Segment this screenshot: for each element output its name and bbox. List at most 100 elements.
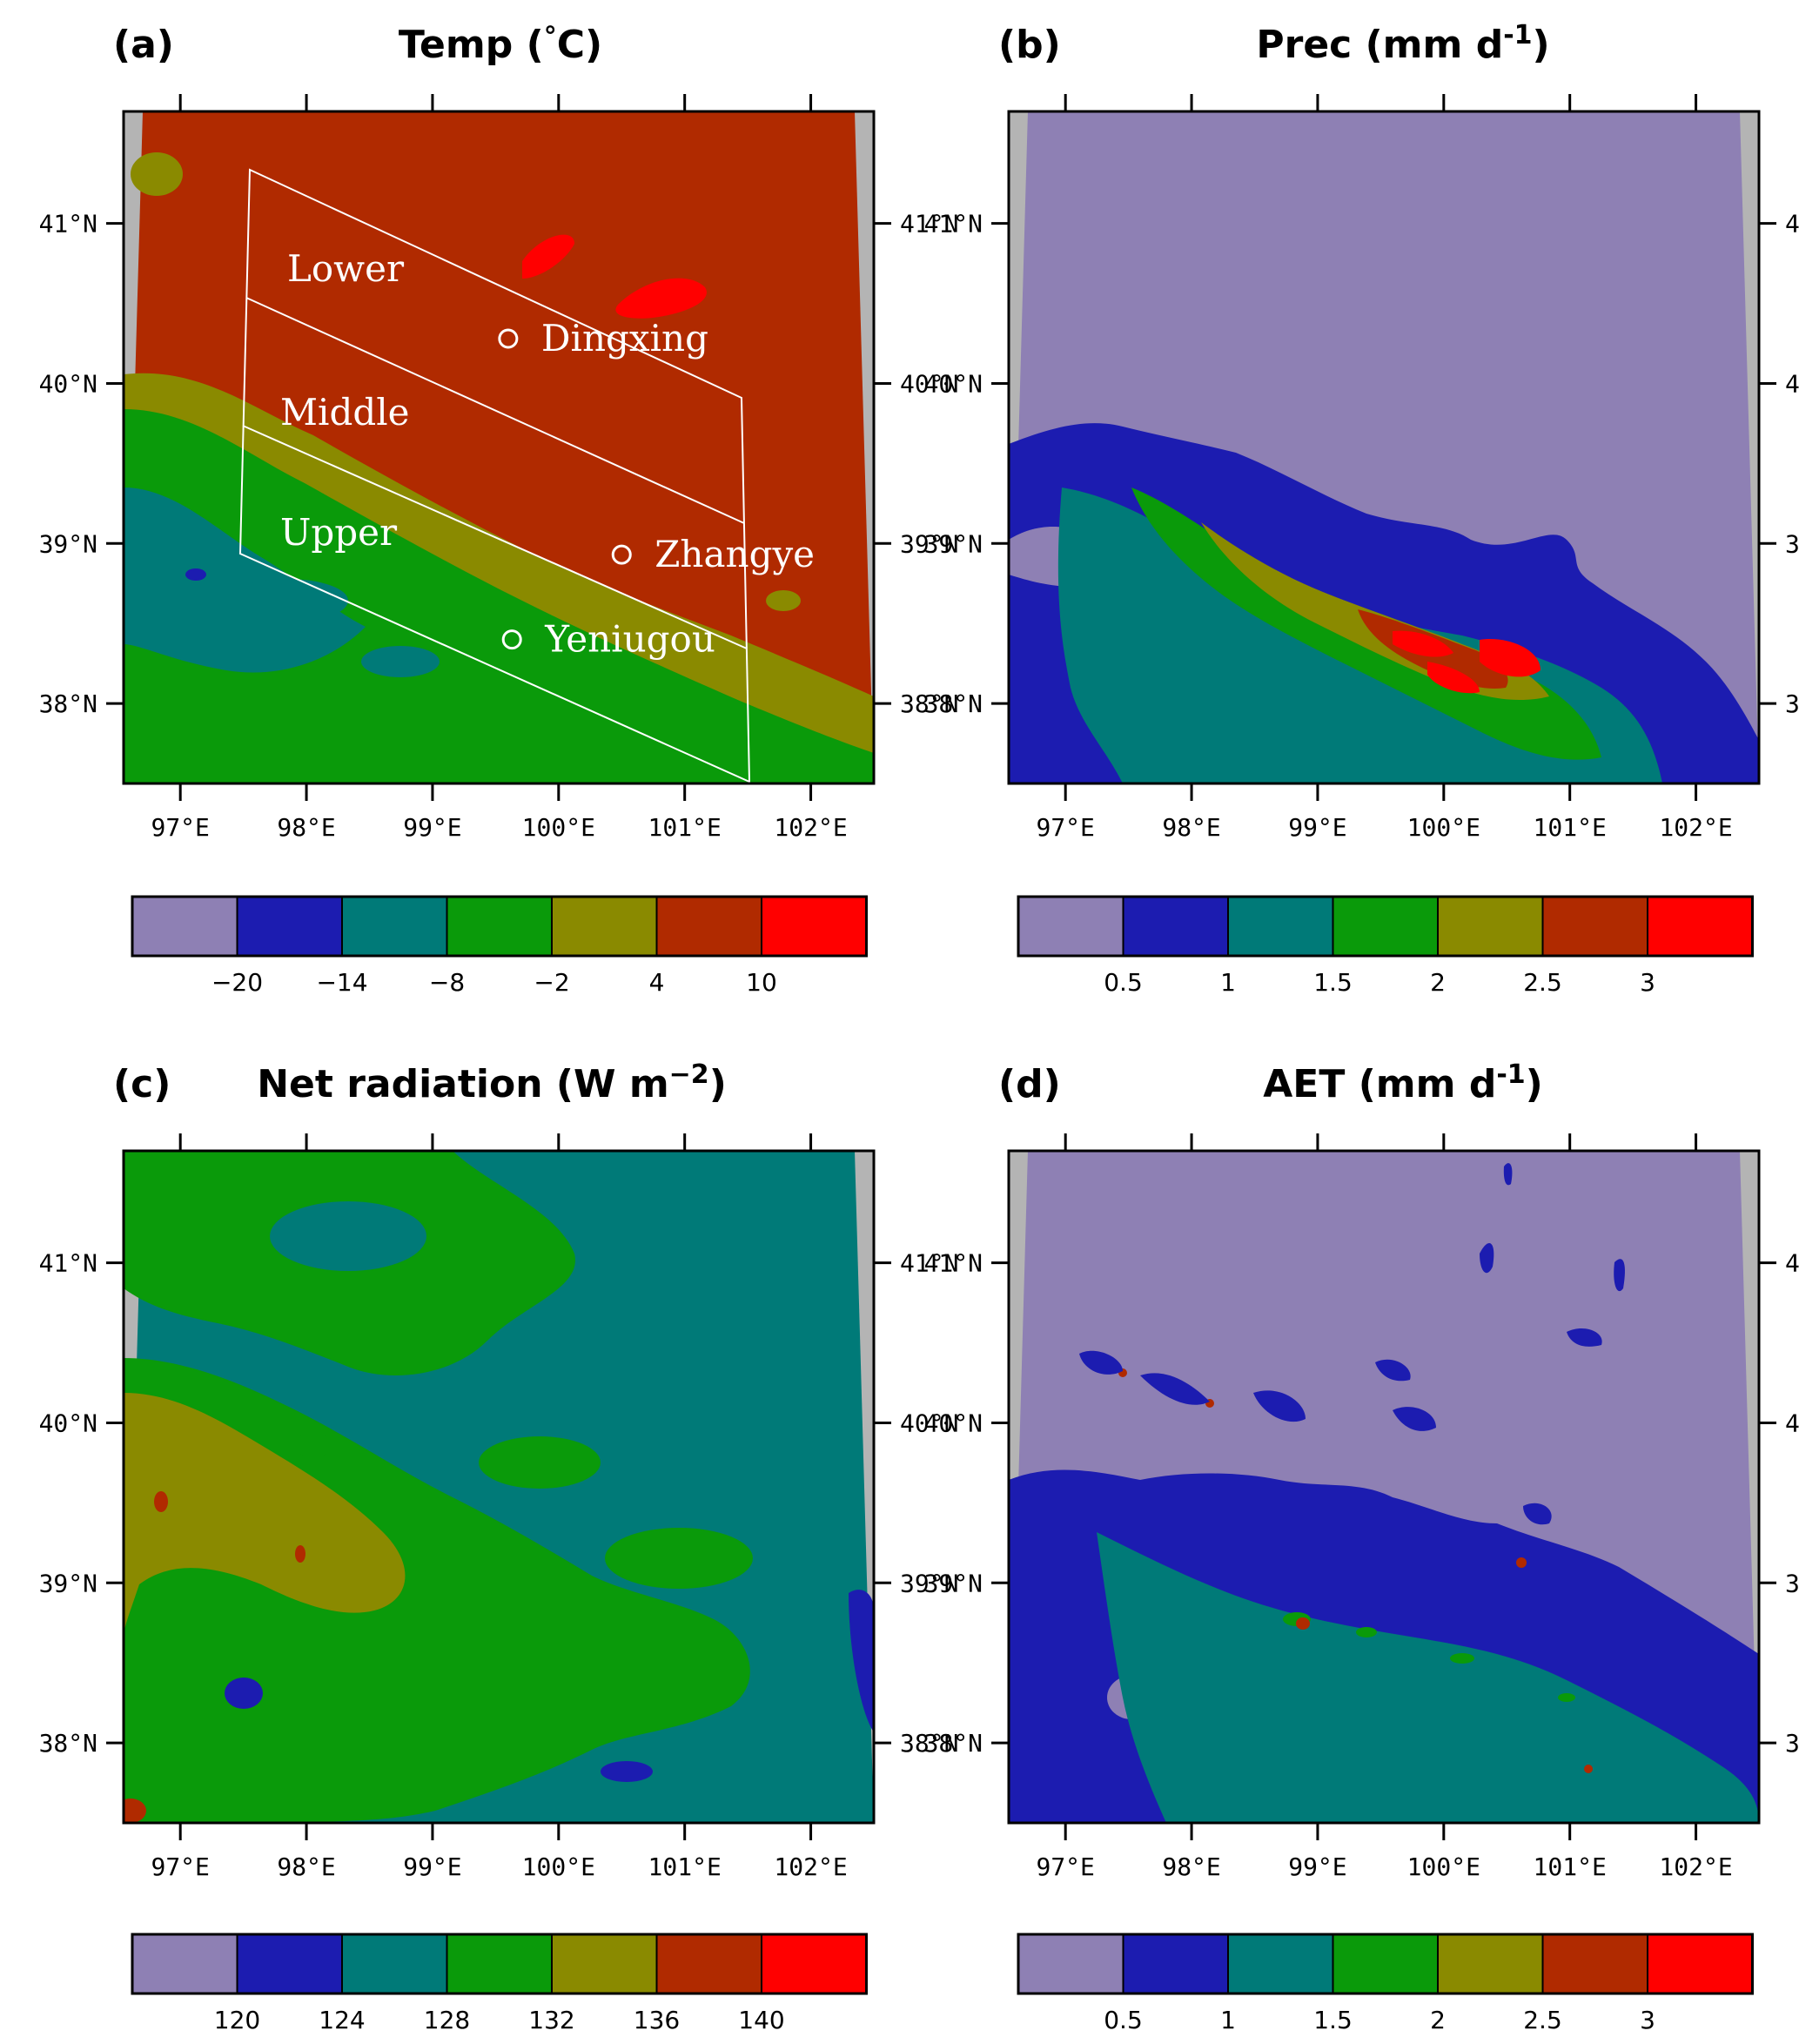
y-tick-label-left: 41°N <box>39 210 97 239</box>
x-tick-label: 101°E <box>1534 813 1607 842</box>
colorbar-swatch <box>655 1933 762 1994</box>
y-tick-label-left: 39°N <box>39 529 97 558</box>
aet-patch-rust <box>1516 1557 1527 1568</box>
x-tick-label: 102°E <box>774 1852 847 1881</box>
rad-patch-green <box>479 1436 601 1489</box>
colorbar-swatch <box>341 1933 448 1994</box>
colorbar-frame <box>1017 1933 1754 1995</box>
colorbar-swatch <box>1541 896 1648 957</box>
y-tick-label-right: 39°N <box>1785 529 1799 558</box>
y-tick-label-left: 39°N <box>924 1569 983 1597</box>
colorbar-tick-label: 120 <box>214 2006 260 2034</box>
y-tick-label-right: 39°N <box>1785 1569 1799 1597</box>
panel-d-label: (d) <box>998 1062 1061 1106</box>
x-tick-label: 99°E <box>1288 1852 1346 1881</box>
x-tick-label: 98°E <box>1162 813 1220 842</box>
aet-patch-blue <box>1393 1407 1436 1431</box>
region-label-lower: Lower <box>287 247 405 290</box>
panel-b-label: (b) <box>998 23 1061 67</box>
aet-field-teal <box>1097 1532 1759 1823</box>
rad-patch-green <box>605 1528 753 1589</box>
x-tick-label: 101°E <box>648 1852 722 1881</box>
temp-patch-blue <box>185 568 206 581</box>
y-tick-label-left: 41°N <box>39 1249 97 1278</box>
rad-patch-rust <box>124 1799 146 1823</box>
colorbar-tick-label: 2 <box>1430 2006 1446 2034</box>
colorbar-tick-label: 3 <box>1640 968 1655 997</box>
x-tick-label: 102°E <box>1659 813 1732 842</box>
y-tick-label-left: 41°N <box>924 210 983 239</box>
panel-d-title: AET (mm d-1) <box>1263 1059 1543 1106</box>
colorbar-swatch <box>1332 1933 1439 1994</box>
y-tick-label-left: 38°N <box>39 689 97 718</box>
rad-patch-blue <box>601 1761 653 1782</box>
aet-patch-blue <box>1480 1243 1494 1274</box>
panel-c-colorbar: 120 124 128 132 136 140 <box>131 1933 868 2034</box>
y-tick-label-left: 38°N <box>924 1729 983 1758</box>
colorbar-tick-label: 3 <box>1640 2006 1655 2034</box>
x-tick-label: 99°E <box>1288 813 1346 842</box>
colorbar-tick-label: 0.5 <box>1104 968 1143 997</box>
colorbar-swatch <box>1017 896 1124 957</box>
y-tick-label-left: 39°N <box>39 1569 97 1597</box>
colorbar-swatch <box>236 1933 343 1994</box>
aet-patch-blue <box>1253 1390 1306 1422</box>
panel-a-label: (a) <box>113 23 174 67</box>
rad-patch-green <box>294 1433 332 1457</box>
x-tick-label: 98°E <box>1162 1852 1220 1881</box>
panel-d-colorbar: 0.5 1 1.5 2 2.5 3 <box>1017 1933 1754 2034</box>
y-tick-label-left: 38°N <box>924 689 983 718</box>
aet-patch-blue <box>1567 1328 1602 1347</box>
rad-field-olive <box>124 1393 406 1637</box>
rad-patch-teal <box>270 1201 426 1271</box>
site-label: Zhangye <box>654 533 815 575</box>
colorbar-swatch <box>655 896 762 957</box>
aet-patch-green <box>1356 1627 1377 1637</box>
y-tick-label-right: 38°N <box>900 1729 958 1758</box>
y-tick-label-right: 40°N <box>1785 369 1799 398</box>
y-tick-label-right: 41°N <box>900 1249 958 1278</box>
panel-a-colorbar: −20 −14 −8 −2 4 10 <box>131 895 868 997</box>
y-tick-label-right: 40°N <box>900 369 958 398</box>
panel-c-frame <box>122 1149 876 1825</box>
y-tick-label-left: 40°N <box>39 369 97 398</box>
x-tick-label: 97°E <box>151 813 209 842</box>
panel-a-map: Lower Middle Upper Dingxing Zhangye Yeniug… <box>124 111 874 783</box>
colorbar-swatch <box>131 1933 238 1994</box>
y-tick-label-right: 40°N <box>900 1409 958 1437</box>
aet-patch-blue <box>1503 1163 1513 1186</box>
colorbar-frame <box>131 1933 868 1995</box>
colorbar-swatch <box>1122 1933 1229 1994</box>
panel-b-frame <box>1007 110 1761 785</box>
temp-patch-teal <box>361 646 440 677</box>
temp-field-green <box>124 409 874 783</box>
colorbar-swatch <box>1541 1933 1648 1994</box>
y-tick-label-left: 40°N <box>39 1409 97 1437</box>
panel-b-map <box>1009 111 1759 783</box>
panel-b-colorbar: 0.5 1 1.5 2 2.5 3 <box>1017 895 1754 997</box>
panel-b-axes: 97°E 98°E 99°E 100°E 101°E 102°E 41°N 41°N 40°N 4… <box>924 94 1799 842</box>
colorbar-swatch <box>1122 896 1229 957</box>
y-tick-label-right: 39°N <box>900 1569 958 1597</box>
aet-patch-rust <box>1584 1765 1593 1773</box>
aet-patch-blue <box>1140 1373 1210 1405</box>
aet-patch-green <box>1450 1653 1474 1664</box>
colorbar-swatch <box>761 896 868 957</box>
x-tick-label: 99°E <box>403 1852 461 1881</box>
colorbar-frame <box>131 895 868 958</box>
y-tick-label-right: 41°N <box>1785 210 1799 239</box>
region-label-middle: Middle <box>280 391 410 434</box>
colorbar-swatch <box>236 896 343 957</box>
aet-patch-green <box>1558 1693 1575 1702</box>
site-marker <box>498 328 519 349</box>
rad-patch-blue <box>225 1678 263 1709</box>
panel-d-frame <box>1007 1149 1761 1825</box>
colorbar-swatch <box>1437 1933 1544 1994</box>
site-marker <box>611 544 632 565</box>
panel-a: (a) Temp (°C) Lower Middle Upper <box>39 22 959 997</box>
y-tick-label-right: 40°N <box>1785 1409 1799 1437</box>
colorbar-swatch <box>131 896 238 957</box>
panel-b: (b) Prec (mm d-1) 97°E 98°E 99°E 100°E 101°E… <box>924 20 1799 997</box>
colorbar-swatch <box>761 1933 868 1994</box>
region-divider-lower-middle <box>245 297 745 524</box>
